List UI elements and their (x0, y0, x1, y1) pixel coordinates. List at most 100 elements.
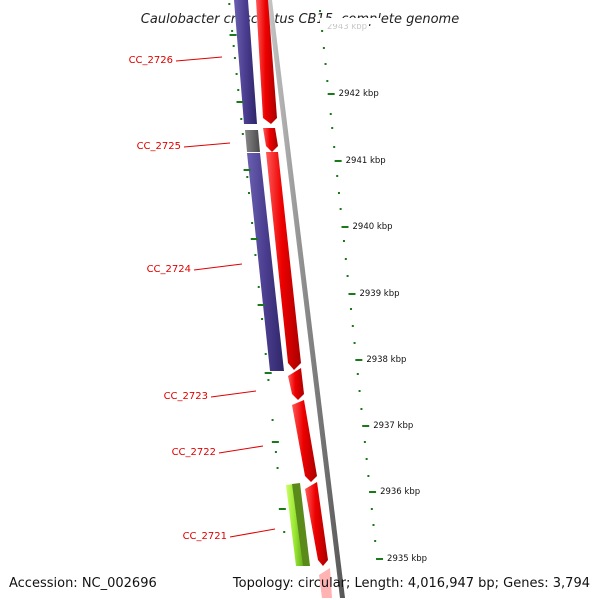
cds-arrow-cc-2723 (288, 368, 304, 400)
inner-minor-tick (240, 118, 243, 120)
outer-minor-tick (331, 127, 334, 129)
inner-minor-tick (251, 222, 254, 224)
cds-arrow-cc-2725 (263, 128, 278, 152)
outer-minor-tick (358, 390, 361, 392)
scale-label: 2941 kbp (346, 156, 386, 166)
scale-label: 2938 kbp (366, 355, 406, 365)
outer-minor-tick (342, 240, 345, 242)
scale-label: 2935 kbp (387, 554, 427, 564)
outer-minor-tick (324, 63, 327, 65)
inner-minor-tick (283, 531, 286, 533)
inner-minor-tick (257, 286, 260, 288)
inner-minor-tick (246, 176, 249, 178)
outer-minor-tick (360, 408, 363, 410)
inner-major-tick (243, 169, 251, 171)
inner-minor-tick (276, 467, 279, 469)
feature-segment-green (286, 484, 304, 566)
label-mask (320, 18, 380, 24)
cds-arrow-cc-2726 (256, 0, 277, 124)
outer-minor-tick (363, 441, 366, 443)
outer-minor-tick (356, 373, 359, 375)
outer-minor-tick (344, 258, 347, 260)
outer-minor-tick (319, 10, 322, 12)
inner-minor-tick (237, 89, 240, 91)
gene-leader-line (229, 528, 276, 538)
inner-minor-tick (235, 73, 238, 75)
inner-major-tick (229, 34, 237, 36)
outer-minor-tick (326, 80, 329, 82)
gene-leader-line (193, 263, 243, 271)
scale-label: 2940 kbp (353, 222, 393, 232)
scale-label: 2942 kbp (339, 89, 379, 99)
outer-major-tick (327, 93, 335, 95)
outer-tick-marks (319, 10, 384, 560)
outer-major-tick (362, 425, 370, 427)
scale-label: 2937 kbp (373, 421, 413, 431)
inner-minor-tick (247, 192, 250, 194)
scale-labels: 2943 kbp 2942 kbp 2941 kbp 2940 kbp 2939 kbp… (320, 18, 427, 564)
gene-labels: CC_2726 CC_2725 CC_2724 CC_2723 CC_2722 CC_27… (129, 55, 276, 542)
outer-minor-tick (336, 175, 339, 177)
outer-minor-tick (339, 208, 342, 210)
inner-major-tick (271, 441, 279, 443)
outer-minor-tick (322, 47, 325, 49)
cds-arrow-cc-2721 (305, 482, 328, 566)
scale-label-partial: 2943 kbp (327, 22, 367, 32)
gene-label-cc-2725: CC_2725 (137, 141, 181, 152)
outer-minor-tick (333, 146, 336, 148)
gene-leader-line (183, 142, 231, 148)
inner-minor-tick (232, 45, 235, 47)
feature-segment-green-dark (292, 483, 310, 566)
outer-minor-tick (353, 342, 356, 344)
inner-minor-tick (228, 3, 231, 5)
inner-minor-tick (231, 30, 234, 32)
scale-label: 2939 kbp (359, 289, 399, 299)
outer-minor-tick (351, 325, 354, 327)
outer-minor-tick (321, 30, 324, 32)
inner-tick-marks (228, 3, 286, 533)
outer-minor-tick (346, 275, 349, 277)
inner-minor-tick (261, 318, 264, 320)
gene-label-cc-2721: CC_2721 (183, 531, 227, 542)
outer-minor-tick (367, 475, 370, 477)
inner-minor-tick (254, 254, 257, 256)
genome-backbone (267, 0, 345, 598)
inner-major-tick (278, 508, 286, 510)
gene-label-cc-2722: CC_2722 (172, 447, 216, 458)
outer-minor-tick (374, 540, 377, 542)
outer-minor-tick (350, 308, 353, 310)
outer-minor-tick (337, 192, 340, 194)
gene-label-cc-2726: CC_2726 (129, 55, 173, 66)
feature-segment-gray (245, 130, 260, 152)
inner-major-tick (257, 304, 265, 306)
cds-arrow-cc-2724 (266, 152, 301, 370)
accession-text: Accession: NC_002696 (9, 576, 157, 591)
gene-leader-line (175, 56, 223, 62)
outer-major-tick (348, 293, 356, 295)
gene-leader-line (210, 390, 257, 398)
inner-minor-tick (271, 419, 274, 421)
outer-major-tick (341, 226, 349, 228)
cds-arrow-partial (319, 568, 332, 598)
outer-major-tick (334, 160, 342, 162)
outer-major-tick (369, 491, 377, 493)
inner-minor-tick (233, 57, 236, 59)
gene-leader-line (218, 445, 264, 454)
genome-summary-text: Topology: circular; Length: 4,016,947 bp… (232, 576, 590, 591)
inner-major-tick (236, 101, 244, 103)
gene-label-cc-2723: CC_2723 (164, 391, 208, 402)
feature-segment-blue-upper (234, 0, 257, 124)
gene-label-cc-2724: CC_2724 (147, 264, 191, 275)
inner-major-tick (250, 238, 258, 240)
scale-label: 2936 kbp (380, 487, 420, 497)
inner-minor-tick (241, 133, 244, 135)
inner-minor-tick (274, 451, 277, 453)
outer-major-tick (355, 359, 363, 361)
outer-minor-tick (329, 113, 332, 115)
map-title: Caulobacter crescentus CB15, complete ge… (141, 12, 459, 27)
cds-arrow-cc-2722 (292, 400, 317, 482)
outer-major-tick (376, 558, 384, 560)
inner-minor-tick (267, 379, 270, 381)
feature-segment-blue-lower (247, 153, 284, 371)
